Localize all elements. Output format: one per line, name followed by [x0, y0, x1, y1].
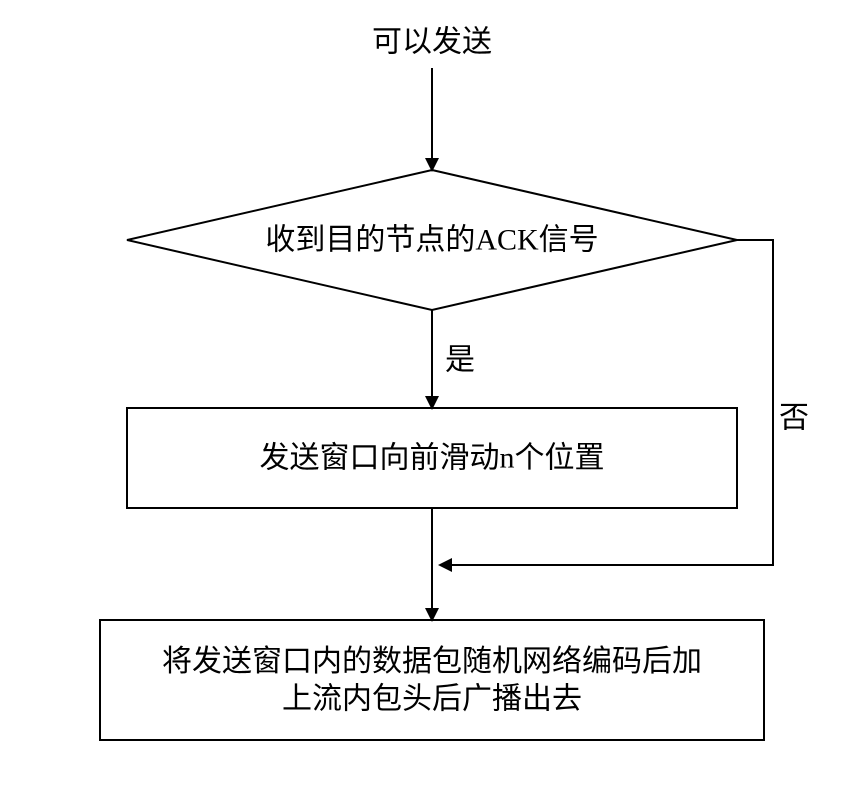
no-label: 否 — [779, 402, 809, 435]
process2-box — [100, 620, 764, 740]
yes-label: 是 — [445, 344, 475, 377]
start-label: 可以发送 — [372, 26, 492, 59]
decision-text: 收到目的节点的ACK信号 — [265, 224, 598, 257]
arrow-no-path — [440, 240, 773, 565]
process2-text-line1: 将发送窗口内的数据包随机网络编码后加 — [162, 645, 702, 678]
process1-text: 发送窗口向前滑动n个位置 — [260, 442, 605, 475]
process2-text-line2: 上流内包头后广播出去 — [282, 682, 582, 715]
